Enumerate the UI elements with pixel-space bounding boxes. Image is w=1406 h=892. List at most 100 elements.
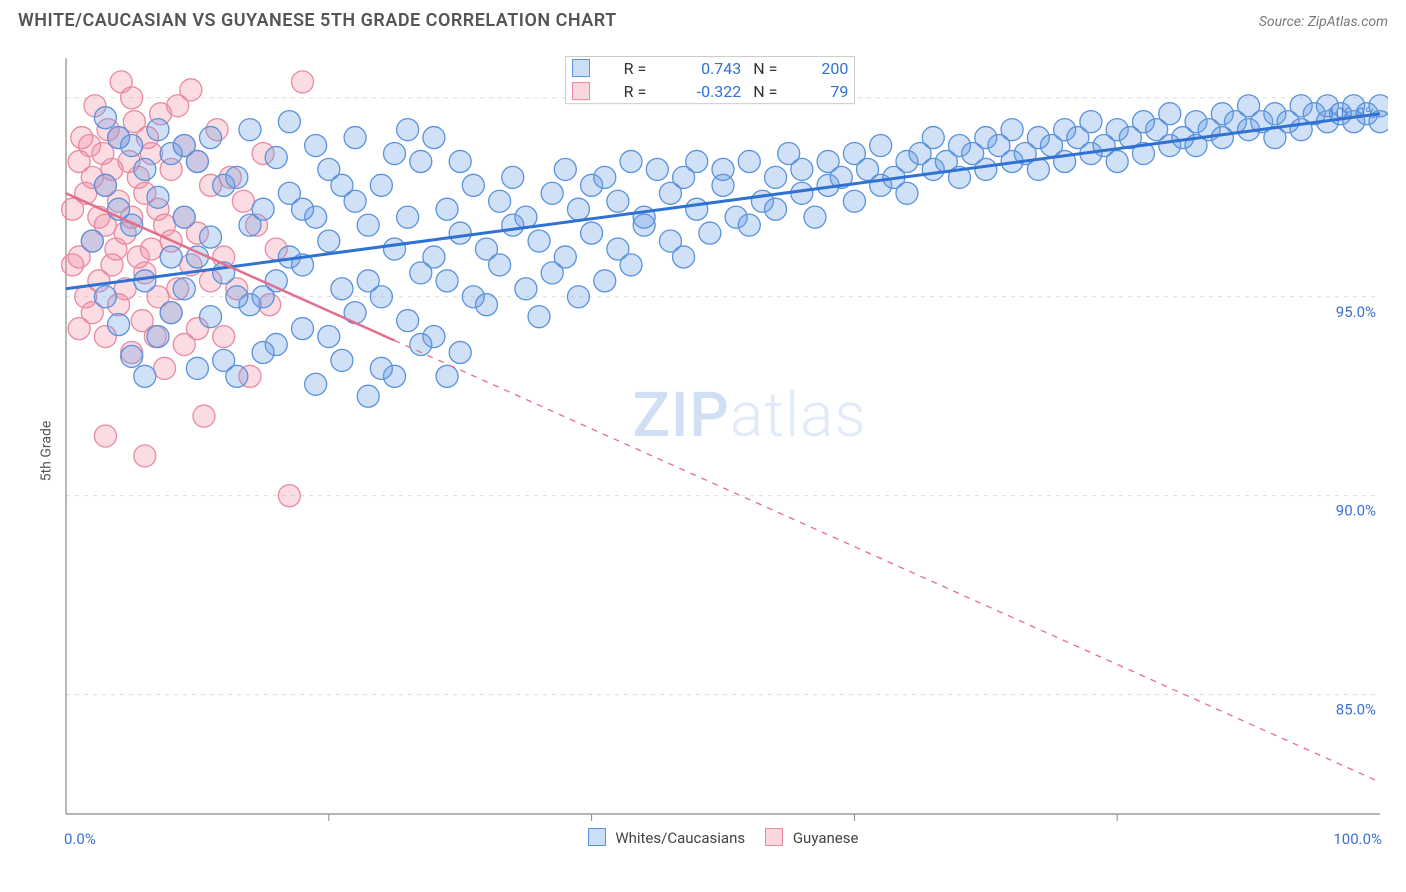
correlation-stats-box: R = 0.743 N = 200 R = -0.322 N = 79 (565, 56, 855, 112)
x-axis-max-label: 100.0% (1333, 830, 1382, 848)
scatter-point (305, 135, 327, 157)
scatter-point (489, 190, 511, 212)
scatter-point (410, 150, 432, 172)
scatter-point (896, 182, 918, 204)
scatter-point (594, 270, 616, 292)
scatter-point (331, 174, 353, 196)
scatter-point (975, 158, 997, 180)
scatter-point (528, 306, 550, 328)
scatter-point (200, 226, 222, 248)
scatter-point (436, 198, 458, 220)
scatter-point (397, 206, 419, 228)
scatter-point (620, 254, 642, 276)
x-axis-min-label: 0.0% (64, 830, 96, 848)
scatter-point (370, 357, 392, 379)
scatter-point (147, 186, 169, 208)
scatter-point (686, 198, 708, 220)
scatter-point (515, 206, 537, 228)
legend-text-blue: Whites/Caucasians (615, 829, 745, 847)
scatter-point (607, 190, 629, 212)
scatter-point (134, 365, 156, 387)
scatter-point (673, 246, 695, 268)
scatter-point (94, 107, 116, 129)
scatter-point (108, 314, 130, 336)
stat-n-label: N = (747, 57, 798, 81)
scatter-point (180, 79, 202, 101)
stat-n-value-pink: 79 (799, 80, 855, 104)
scatter-point (147, 119, 169, 141)
y-tick-label: 85.0% (1336, 701, 1376, 719)
scatter-point (134, 445, 156, 467)
scatter-point (541, 182, 563, 204)
stat-r-label: R = (618, 57, 667, 81)
scatter-point (200, 127, 222, 149)
scatter-point (515, 278, 537, 300)
scatter-point (384, 142, 406, 164)
scatter-point (423, 127, 445, 149)
scatter-point (232, 190, 254, 212)
scatter-point (765, 166, 787, 188)
scatter-point (331, 349, 353, 371)
scatter-point (791, 158, 813, 180)
legend-item-pink: Guyanese (765, 828, 858, 847)
scatter-point (620, 150, 642, 172)
scatter-point (357, 270, 379, 292)
scatter-point (436, 270, 458, 292)
scatter-point (489, 254, 511, 276)
scatter-point (121, 87, 143, 109)
scatter-point (134, 270, 156, 292)
scatter-point (567, 286, 589, 308)
scatter-point (160, 246, 182, 268)
scatter-point (384, 238, 406, 260)
scatter-point (226, 166, 248, 188)
scatter-point (1106, 150, 1128, 172)
scatter-point (134, 158, 156, 180)
scatter-point (502, 166, 524, 188)
scatter-point (1080, 111, 1102, 133)
scatter-point (94, 174, 116, 196)
scatter-point (318, 326, 340, 348)
scatter-point (397, 310, 419, 332)
scatter-point (278, 485, 300, 507)
scatter-point (213, 326, 235, 348)
scatter-point (213, 349, 235, 371)
scatter-point (239, 119, 261, 141)
legend-item-blue: Whites/Caucasians (588, 828, 746, 847)
legend-swatch-blue (588, 828, 606, 846)
scatter-point (712, 158, 734, 180)
scatter-point (200, 306, 222, 328)
source-attribution: Source: ZipAtlas.com (1259, 14, 1388, 30)
scatter-point (581, 222, 603, 244)
scatter-point (554, 158, 576, 180)
stat-r-value-pink: -0.322 (667, 80, 747, 104)
scatter-point (357, 214, 379, 236)
scatter-point (765, 198, 787, 220)
scatter-point (81, 230, 103, 252)
scatter-point (173, 135, 195, 157)
scatter-point (186, 357, 208, 379)
scatter-point (278, 111, 300, 133)
scatter-point (252, 341, 274, 363)
stat-n-label: N = (747, 80, 798, 104)
scatter-point (94, 425, 116, 447)
scatter-point (140, 238, 162, 260)
scatter-point (791, 182, 813, 204)
legend-text-pink: Guyanese (793, 829, 859, 847)
scatter-point (292, 71, 314, 93)
scatter-point (1159, 103, 1181, 125)
scatter-point (462, 174, 484, 196)
chart-title: WHITE/CAUCASIAN VS GUYANESE 5TH GRADE CO… (18, 10, 617, 31)
scatter-point (436, 365, 458, 387)
scatter-point (193, 405, 215, 427)
watermark: ZIPatlas (632, 379, 866, 452)
scatter-chart: 85.0%90.0%95.0%100.0%ZIPatlas R = 0.743 … (58, 50, 1388, 822)
scatter-point (922, 127, 944, 149)
scatter-point (147, 326, 169, 348)
scatter-point (173, 278, 195, 300)
scatter-point (292, 198, 314, 220)
scatter-point (318, 230, 340, 252)
scatter-point (344, 127, 366, 149)
scatter-point (265, 146, 287, 168)
scatter-point (1001, 119, 1023, 141)
stat-r-value-blue: 0.743 (667, 57, 747, 81)
